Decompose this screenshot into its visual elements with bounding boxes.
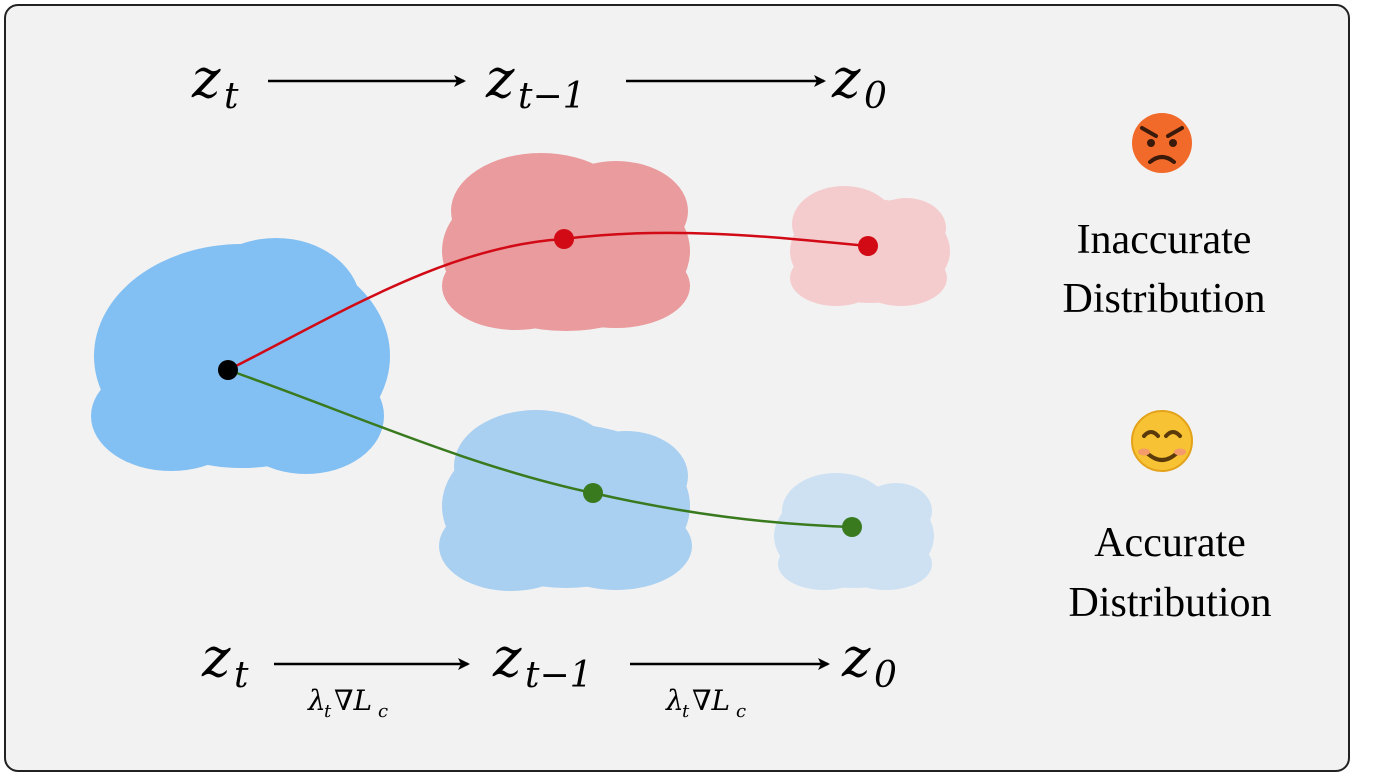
bottom-arrow-1-label: λ t ∇L c <box>307 684 388 722</box>
start-point <box>218 360 238 380</box>
bottom-zt1-subscript: t−1 <box>525 655 593 696</box>
arrow1-lambda-sub: t <box>324 701 332 722</box>
smiling-face-icon <box>1131 410 1193 472</box>
top-sequence: z t z t−1 z 0 <box>191 47 887 117</box>
arrow1-nabla-L: ∇L <box>334 684 372 717</box>
arrow2-lambda-sub: t <box>682 701 690 722</box>
bottom-sequence: z t λ t ∇L c z t−1 λ t ∇L c z 0 <box>201 626 897 722</box>
arrow2-lambda: λ <box>665 684 684 717</box>
accurate-point-mid <box>583 483 603 503</box>
top-z0-subscript: 0 <box>864 76 887 117</box>
bottom-z0-symbol: z <box>841 626 871 689</box>
bottom-arrow-2-label: λ t ∇L c <box>665 684 746 722</box>
accurate-point-end <box>842 517 862 537</box>
arrow2-nabla-L: ∇L <box>692 684 730 717</box>
top-zt-symbol: z <box>191 47 221 110</box>
angry-face-icon <box>1132 113 1192 173</box>
accurate-blob-mid <box>439 410 692 591</box>
top-zt-subscript: t <box>224 76 239 117</box>
start-distribution-blob <box>91 238 390 474</box>
inaccurate-label-line1: Inaccurate <box>1077 217 1252 263</box>
inaccurate-point-mid <box>554 229 574 249</box>
top-z0-symbol: z <box>831 47 861 110</box>
arrow1-L-sub: c <box>378 701 388 722</box>
diagram-canvas: z t z t−1 z 0 <box>91 47 1272 722</box>
top-zt1-symbol: z <box>485 47 515 110</box>
bottom-z0-subscript: 0 <box>874 655 897 696</box>
inaccurate-point-end <box>858 236 878 256</box>
legend-inaccurate: Inaccurate Distribution <box>1062 113 1266 322</box>
accurate-label-line1: Accurate <box>1094 520 1246 566</box>
inaccurate-label-line2: Distribution <box>1062 276 1265 322</box>
accurate-label-line2: Distribution <box>1068 580 1271 626</box>
top-zt1-subscript: t−1 <box>518 76 586 117</box>
bottom-zt-symbol: z <box>201 626 231 689</box>
inaccurate-blob-mid <box>442 153 690 331</box>
diagram-frame: z t z t−1 z 0 <box>4 4 1350 772</box>
legend-accurate: Accurate Distribution <box>1068 410 1272 626</box>
arrow2-L-sub: c <box>736 701 746 722</box>
bottom-zt1-symbol: z <box>492 626 522 689</box>
arrow1-lambda: λ <box>307 684 326 717</box>
bottom-zt-subscript: t <box>234 655 249 696</box>
